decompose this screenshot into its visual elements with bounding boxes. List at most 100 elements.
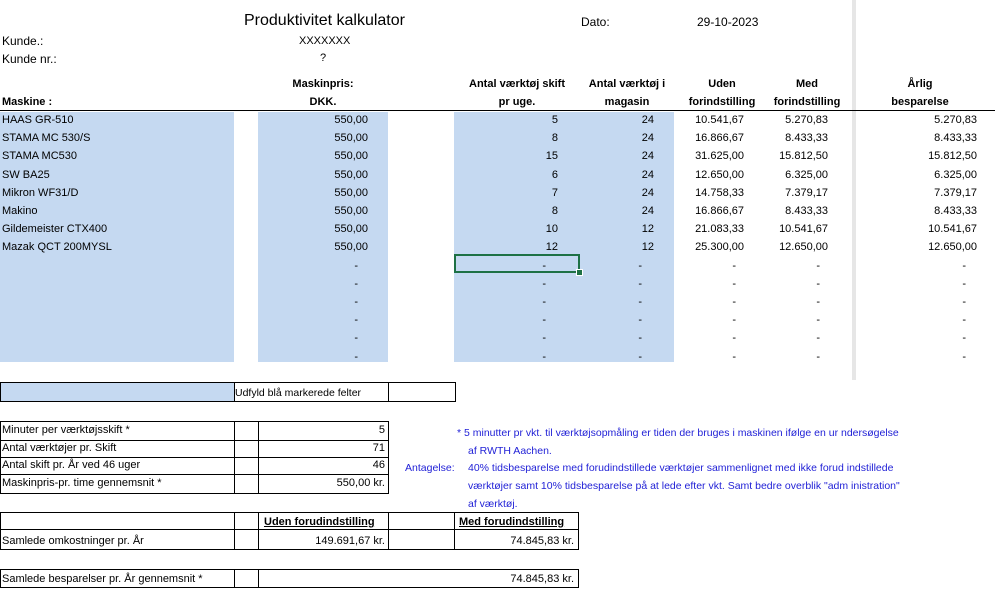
cell-maskine[interactable]: Makino (2, 205, 38, 217)
cell-maskinpris[interactable]: - (354, 314, 358, 327)
cell-magasin[interactable]: - (638, 350, 642, 363)
cell-skift[interactable]: - (542, 277, 546, 290)
cell-maskine[interactable]: HAAS GR-510 (2, 114, 74, 126)
cell-skift[interactable]: 8 (551, 132, 558, 145)
cell-uden: - (732, 332, 736, 345)
legend-bottom-line (0, 401, 456, 402)
cell-magasin[interactable]: - (638, 277, 642, 290)
param-value[interactable]: 46 (372, 459, 385, 471)
selected-cell[interactable] (454, 254, 580, 273)
input-column-maskinpris (258, 112, 388, 362)
param-label: Maskinpris-pr. time gennemsnit * (2, 477, 162, 489)
cell-besparelse: - (962, 350, 966, 363)
fill-handle[interactable] (576, 269, 583, 276)
params-v1 (234, 421, 235, 494)
cell-skift[interactable]: - (542, 350, 546, 363)
params-bottom (0, 493, 389, 494)
cell-maskine[interactable]: STAMA MC530 (2, 150, 77, 163)
summary-bottom (0, 549, 578, 550)
cell-magasin[interactable]: - (638, 259, 642, 272)
legend-top-line (0, 382, 456, 383)
cell-skift[interactable]: 8 (551, 205, 558, 217)
cell-skift[interactable]: - (542, 296, 546, 308)
col-header-aarlig-1: Årlig (907, 78, 933, 90)
cell-maskinpris[interactable]: 550,00 (334, 186, 368, 199)
cell-maskinpris[interactable]: - (354, 259, 358, 272)
cell-skift[interactable]: 6 (551, 168, 558, 181)
cell-med: 8.433,33 (785, 132, 828, 145)
kunde-nr-value[interactable]: ? (320, 52, 327, 64)
cell-magasin[interactable]: 24 (641, 186, 654, 199)
cell-besparelse: - (962, 314, 966, 327)
note-line-2: af RWTH Aachen. (468, 445, 552, 457)
legend-right-line (455, 382, 456, 402)
cell-maskine[interactable]: SW BA25 (2, 168, 50, 181)
kunde-label: Kunde.: (2, 34, 44, 48)
cell-maskinpris[interactable]: - (354, 277, 358, 290)
params-line-1 (0, 440, 389, 441)
cell-magasin[interactable]: 24 (641, 150, 654, 163)
params-v2 (258, 421, 259, 494)
cell-besparelse: 8.433,33 (934, 205, 977, 217)
cell-maskinpris[interactable]: 550,00 (334, 223, 368, 236)
cell-magasin[interactable]: - (638, 332, 642, 345)
param-label: Minuter per værktøjsskift * (2, 424, 130, 436)
col-header-skift-1: Antal værktøj skift (469, 78, 565, 90)
cell-maskinpris[interactable]: 550,00 (334, 150, 368, 163)
cell-skift[interactable]: 7 (551, 186, 558, 199)
cell-maskinpris[interactable]: 550,00 (334, 241, 368, 254)
input-column-skift (454, 112, 580, 362)
cell-besparelse: 5.270,83 (934, 114, 977, 126)
cell-maskinpris[interactable]: 550,00 (334, 114, 368, 126)
cell-magasin[interactable]: - (638, 314, 642, 327)
cell-skift[interactable]: - (542, 332, 546, 345)
cell-maskine[interactable]: Mikron WF31/D (2, 186, 79, 199)
cell-skift[interactable]: 12 (545, 241, 558, 254)
cell-maskinpris[interactable]: 550,00 (334, 132, 368, 145)
cell-maskinpris[interactable]: 550,00 (334, 205, 368, 217)
cell-skift[interactable]: - (542, 314, 546, 327)
cell-med: - (816, 259, 820, 272)
kunde-value[interactable]: XXXXXXX (299, 35, 351, 47)
cell-uden: - (732, 314, 736, 327)
cell-skift[interactable]: 15 (545, 150, 558, 163)
cell-magasin[interactable]: 24 (641, 205, 654, 217)
cell-skift[interactable]: 10 (545, 223, 558, 236)
cell-uden: 21.083,33 (695, 223, 744, 236)
cell-skift[interactable]: - (542, 259, 546, 272)
savings-v1 (234, 569, 235, 588)
cell-besparelse: 12.650,00 (928, 241, 977, 254)
cell-maskinpris[interactable]: - (354, 332, 358, 345)
input-column-maskine (0, 112, 234, 362)
cell-magasin[interactable]: 12 (641, 223, 654, 236)
cell-maskine[interactable]: Gildemeister CTX400 (2, 223, 108, 236)
param-value[interactable]: 5 (378, 424, 385, 436)
params-v3 (388, 421, 389, 494)
cell-maskinpris[interactable]: - (354, 350, 358, 363)
cell-maskine[interactable]: Mazak QCT 200MYSL (2, 241, 112, 254)
cell-med: 10.541,67 (779, 223, 828, 236)
cell-besparelse: 15.812,50 (928, 150, 977, 163)
cell-magasin[interactable]: 24 (641, 168, 654, 181)
cell-maskinpris[interactable]: 550,00 (334, 168, 368, 181)
input-column-magasin (580, 112, 674, 362)
col-header-maskinpris-2: DKK. (309, 96, 337, 108)
summary-header-line (0, 529, 578, 530)
param-value[interactable]: 71 (372, 442, 385, 454)
summary-v0 (0, 512, 1, 550)
cell-magasin[interactable]: 12 (641, 241, 654, 254)
kunde-nr-label: Kunde nr.: (2, 52, 57, 66)
cell-magasin[interactable]: - (638, 296, 642, 308)
cell-uden: 12.650,00 (695, 168, 744, 181)
cell-skift[interactable]: 5 (551, 114, 558, 126)
date-label: Dato: (581, 15, 610, 29)
cell-uden: 14.758,33 (695, 186, 744, 199)
cell-maskinpris[interactable]: - (354, 296, 358, 308)
cell-maskine[interactable]: STAMA MC 530/S (2, 132, 91, 145)
legend-divider-1 (234, 382, 235, 402)
cell-magasin[interactable]: 24 (641, 132, 654, 145)
summary-omk-label: Samlede omkostninger pr. År (2, 535, 144, 547)
param-value[interactable]: 550,00 kr. (336, 477, 385, 489)
col-header-uden-2: forindstilling (688, 96, 756, 108)
cell-magasin[interactable]: 24 (641, 114, 654, 126)
